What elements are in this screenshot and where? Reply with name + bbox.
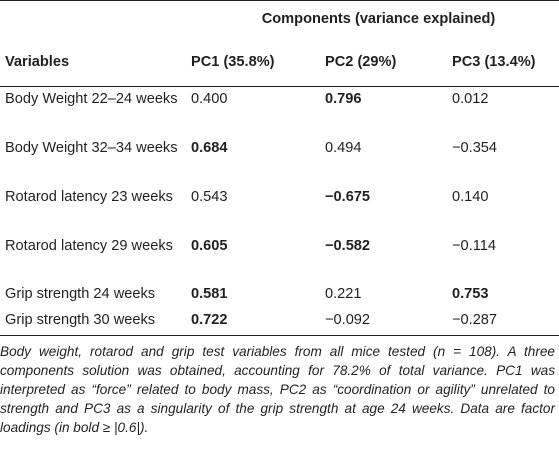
table-document: Components (variance explained) Variable… — [0, 0, 559, 435]
row-variable: Grip strength 24 weeks — [5, 286, 156, 302]
top-rule — [0, 0, 559, 1]
column-header-variables: Variables — [0, 37, 186, 87]
spanning-header-row: Components (variance explained) — [0, 1, 559, 37]
spanning-header-text: Components (variance explained) — [261, 11, 496, 27]
row-pc1: 0.722 — [186, 309, 320, 336]
row-variable: Rotarod latency 29 weeks — [5, 238, 173, 254]
table-row: Rotarod latency 29 weeks 0.605 −0.582 −0… — [0, 234, 559, 283]
row-variable: Body Weight 22–24 weeks — [5, 91, 178, 107]
column-header-row: Variables PC1 (35.8%) PC2 (29%) PC3 (13.… — [0, 37, 559, 87]
row-pc2: −0.675 — [325, 189, 371, 205]
row-pc2: 0.221 — [325, 286, 362, 302]
row-pc2: −0.582 — [325, 238, 371, 254]
row-variable: Body Weight 32–34 weeks — [5, 140, 178, 156]
row-pc2: 0.494 — [325, 140, 362, 156]
table-row: Rotarod latency 23 weeks 0.543 −0.675 0.… — [0, 185, 559, 234]
spanning-header: Components (variance explained) — [186, 1, 559, 37]
row-pc3: −0.114 — [452, 238, 496, 254]
table-row: Body Weight 32–34 weeks 0.684 0.494 −0.3… — [0, 136, 559, 185]
table-row: Grip strength 30 weeks 0.722 −0.092 −0.2… — [0, 309, 559, 336]
row-pc2: −0.092 — [320, 309, 447, 336]
table-row: Body Weight 22–24 weeks 0.400 0.796 0.01… — [0, 87, 559, 137]
table-row: Grip strength 24 weeks 0.581 0.221 0.753 — [0, 283, 559, 309]
row-variable: Rotarod latency 23 weeks — [5, 189, 173, 205]
row-variable: Grip strength 30 weeks — [0, 309, 186, 336]
row-pc1: 0.400 — [191, 91, 228, 107]
row-pc1: 0.581 — [191, 286, 228, 302]
row-pc1: 0.684 — [191, 140, 228, 156]
factor-loadings-table: Components (variance explained) Variable… — [0, 0, 559, 336]
row-pc3: 0.012 — [452, 91, 489, 107]
row-pc3: −0.354 — [452, 140, 498, 156]
column-header-pc1: PC1 (35.8%) — [186, 37, 320, 87]
row-pc3: 0.753 — [452, 286, 489, 302]
column-header-pc3: PC3 (13.4%) — [447, 37, 559, 87]
row-pc1: 0.605 — [191, 238, 228, 254]
column-header-pc2: PC2 (29%) — [320, 37, 447, 87]
row-pc2: 0.796 — [325, 91, 362, 107]
table-footnote: Body weight, rotarod and grip test varia… — [0, 344, 555, 435]
row-pc3: 0.140 — [452, 189, 489, 205]
row-pc3: −0.287 — [447, 309, 559, 336]
row-pc1: 0.543 — [191, 189, 228, 205]
